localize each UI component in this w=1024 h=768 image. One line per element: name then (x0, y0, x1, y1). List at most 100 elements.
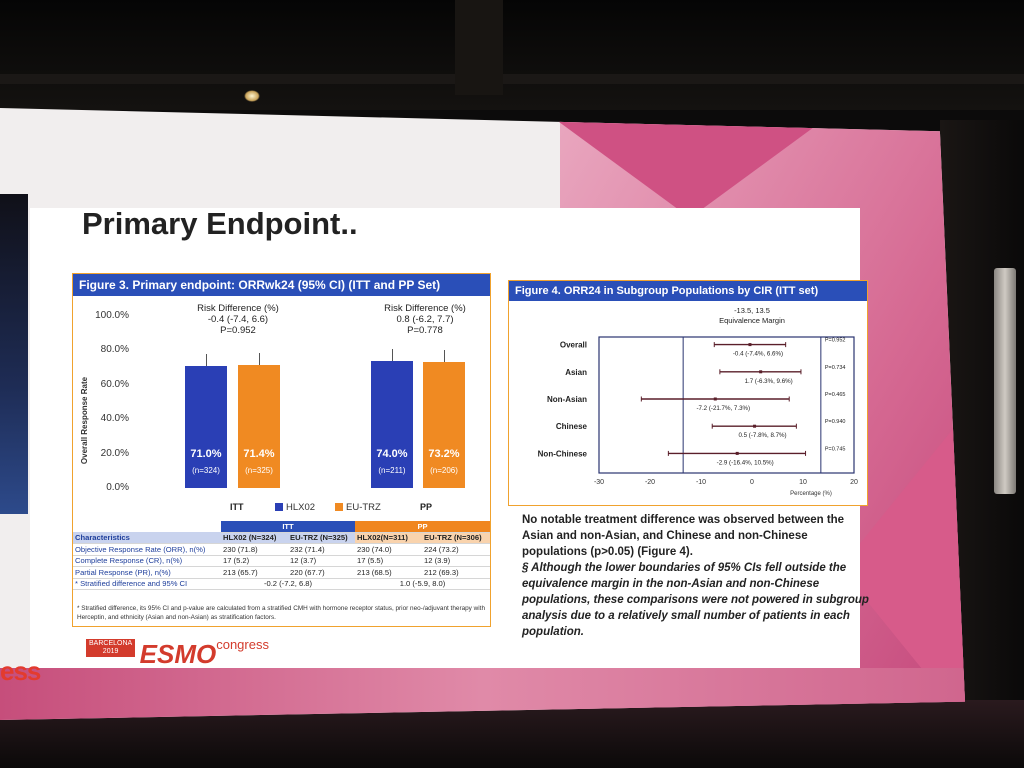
table-header: Characteristics (73, 532, 221, 544)
legend-swatch (335, 503, 343, 512)
x-tick-label: -10 (696, 479, 706, 486)
pp-risk-difference: Risk Difference (%) 0.8 (-6.2, 7.7) P=0.… (355, 303, 495, 336)
plot-frame (598, 336, 855, 474)
x-tick-label: -20 (645, 479, 655, 486)
legend-eu-trz: EU-TRZ (335, 502, 381, 513)
legend-label: HLX02 (286, 502, 316, 513)
estimate-label: 0.5 (-7.8%, 8.7%) (738, 432, 786, 439)
error-bar (444, 350, 445, 363)
rd-value: 0.8 (-6.2, 7.7) (396, 314, 454, 325)
page-title: Primary Endpoint.. (82, 206, 358, 241)
bar-n-label: (n=324) (192, 465, 220, 475)
bar-value-label: 71.4% (243, 447, 275, 460)
bar-value-label: 71.0% (190, 447, 222, 460)
table-cell: 12 (3.7) (288, 555, 356, 567)
table-row: * Stratified difference and 95% CI -0.2 … (73, 578, 491, 590)
pillar (455, 0, 503, 95)
error-bar (259, 353, 260, 366)
legend-swatch (275, 503, 283, 512)
group-label-pp: PP (420, 502, 433, 512)
margin-value: -13.5, 13.5 (734, 306, 770, 315)
bar: 71.4% (n=325) (238, 365, 280, 488)
x-tick-label: 20 (850, 479, 858, 486)
subgroup-label: Chinese (556, 422, 588, 431)
table-cell: 213 (68.5) (355, 566, 423, 579)
subgroup-label: Non-Asian (547, 395, 587, 404)
bar: 71.0% (n=324) (185, 365, 227, 488)
table-cell: 230 (74.0) (355, 543, 423, 556)
table-row: ITT PP (73, 521, 491, 533)
logo-city: BARCELONA 2019 (86, 639, 136, 657)
table-cell: Objective Response Rate (ORR), n(%) (73, 543, 221, 556)
speaker (994, 268, 1016, 494)
x-tick-label: 10 (799, 479, 807, 486)
error-bar (392, 348, 393, 361)
y-tick-label: 60.0% (100, 378, 129, 390)
table-cell: 224 (73.2) (422, 543, 491, 556)
table-header: HLX02(N=311) (355, 532, 423, 544)
point-estimate (735, 451, 739, 455)
figure-4: Figure 4. ORR24 in Subgroup Populations … (508, 280, 868, 506)
logo-mark: ESMO (139, 639, 217, 669)
logo-city-name: BARCELONA (89, 640, 133, 647)
legend-hlx02: HLX02 (275, 502, 315, 513)
table-header-row: Characteristics HLX02 (N=324) EU-TRZ (N=… (73, 532, 491, 544)
table-row: Complete Response (CR), n(%) 17 (5.2) 12… (73, 555, 491, 567)
estimate-label: -0.4 (-7.4%, 6.6%) (733, 351, 783, 358)
table-group-pp: PP (355, 521, 491, 533)
table-row: Partial Response (PR), n(%) 213 (65.7) 2… (73, 566, 491, 579)
table-cell: -0.2 (-7.2, 6.8) (221, 578, 356, 590)
y-tick-label: 20.0% (100, 447, 129, 459)
table-cell: 232 (71.4) (288, 543, 356, 556)
table-cell (73, 521, 221, 532)
p-value-label: P=0.952 (825, 338, 846, 344)
ceiling (0, 0, 1024, 110)
rd-value: -0.4 (-7.4, 6.6) (207, 314, 269, 325)
note-text: § Although the lower boundaries of 95% C… (522, 562, 869, 638)
results-table: ITT PP Characteristics HLX02 (N=324) EU-… (73, 521, 491, 590)
bar: 73.2% (n=206) (423, 362, 465, 488)
point-estimate (759, 370, 763, 374)
bar-value-label: 74.0% (376, 447, 408, 460)
figure-3-header: Figure 3. Primary endpoint: ORRwk24 (95%… (73, 274, 490, 296)
estimate-label: 1.7 (-6.3%, 9.6%) (745, 378, 793, 385)
table-cell: Partial Response (PR), n(%) (73, 566, 221, 579)
table-cell: Complete Response (CR), n(%) (73, 555, 221, 567)
left-brand-fragment: ess (0, 656, 41, 686)
group-label-itt: ITT (230, 502, 244, 512)
point-estimate (748, 343, 752, 347)
bar-n-label: (n=325) (245, 465, 273, 475)
esmo-logo: BARCELONA 2019 ESMOcongress (86, 637, 269, 669)
bar-value-label: 73.2% (428, 447, 460, 460)
p-value-label: P=0.940 (825, 419, 846, 425)
table-cell: 212 (69.3) (422, 566, 491, 579)
estimate-label: -7.2 (-21.7%, 7.3%) (696, 405, 750, 412)
subgroup-label: Overall (560, 341, 587, 350)
subgroup-label: Non-Chinese (538, 449, 588, 458)
bar-n-label: (n=211) (378, 465, 406, 475)
p-value-label: P=0.734 (825, 365, 846, 371)
itt-risk-difference: Risk Difference (%) -0.4 (-7.4, 6.6) P=0… (168, 303, 308, 336)
description-text: No notable treatment difference was obse… (522, 514, 845, 558)
table-cell: 1.0 (-5.9, 8.0) (355, 578, 491, 590)
error-bar (206, 353, 207, 366)
y-tick-label: 40.0% (100, 413, 129, 425)
p-value-label: P=0.465 (825, 392, 846, 398)
margin-label: Equivalence Margin (719, 316, 785, 325)
subgroup-label: Asian (565, 368, 587, 377)
legend-label: EU-TRZ (346, 502, 381, 513)
p-value: P=0.778 (407, 325, 443, 336)
table-header: EU-TRZ (N=325) (288, 532, 356, 544)
bar-chart: Overall Response Rate 100.0% 80.0% 60.0% 40… (73, 296, 490, 516)
ceiling-lamp (244, 90, 260, 102)
rd-label: Risk Difference (%) (384, 303, 466, 314)
estimate-label: -2.9 (-16.4%, 10.5%) (717, 459, 774, 466)
ceiling-beam (0, 74, 1024, 84)
point-estimate (753, 424, 757, 428)
table-header: EU-TRZ (N=306) (422, 532, 491, 544)
table-cell: 17 (5.2) (221, 555, 288, 567)
table-cell: 220 (67.7) (288, 566, 356, 579)
table-cell: 230 (71.8) (221, 543, 288, 556)
table-group-itt: ITT (221, 521, 356, 533)
